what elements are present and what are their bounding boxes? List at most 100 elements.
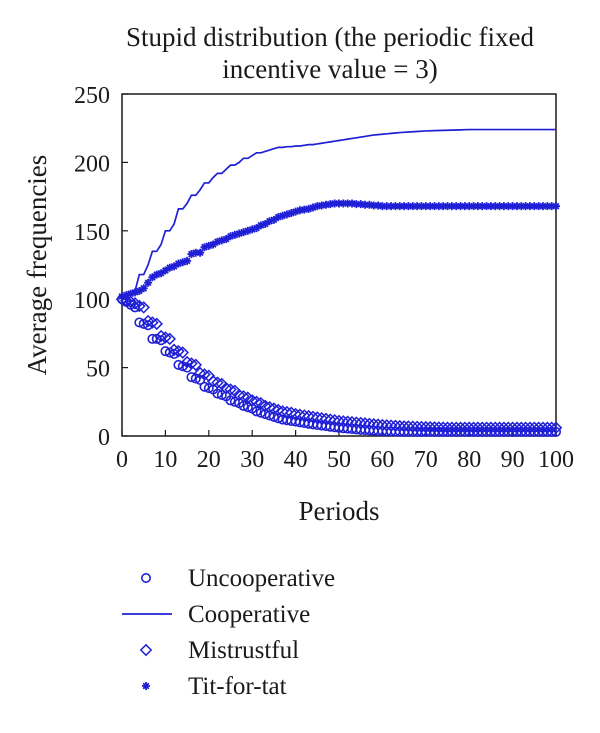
y-tick-label: 50: [86, 357, 110, 383]
data-point-tit-for-tat: [395, 202, 404, 211]
data-point-mistrustful: [324, 413, 337, 426]
data-point-tit-for-tat: [408, 202, 417, 211]
series-mistrustful: [115, 292, 563, 435]
data-point-tit-for-tat: [343, 199, 352, 208]
data-point-mistrustful: [367, 417, 380, 431]
y-tick-label: 200: [74, 151, 110, 177]
data-point-mistrustful: [471, 421, 485, 435]
data-point-tit-for-tat: [460, 202, 469, 211]
data-point-mistrustful: [167, 343, 181, 357]
data-point-tit-for-tat: [508, 202, 517, 211]
data-point-tit-for-tat: [447, 202, 456, 211]
legend-label: Cooperative: [188, 601, 310, 628]
data-point-mistrustful: [462, 421, 476, 435]
data-point-tit-for-tat: [269, 215, 278, 224]
data-point-mistrustful: [506, 421, 519, 435]
legend-swatch: [142, 682, 150, 690]
data-point-mistrustful: [467, 421, 480, 435]
legend-swatch: [139, 643, 153, 657]
data-point-tit-for-tat: [282, 210, 291, 219]
data-point-uncooperative: [229, 396, 240, 407]
data-point-tit-for-tat: [538, 202, 547, 211]
data-point-tit-for-tat: [356, 200, 365, 209]
data-point-tit-for-tat: [239, 228, 248, 237]
x-tick-label: 100: [538, 447, 574, 473]
data-point-mistrustful: [146, 316, 159, 329]
data-point-mistrustful: [219, 381, 233, 395]
legend-swatch: [141, 572, 152, 583]
data-point-tit-for-tat: [482, 202, 491, 211]
data-point-tit-for-tat: [495, 202, 504, 211]
data-point-mistrustful: [245, 394, 259, 407]
data-point-mistrustful: [267, 402, 281, 415]
data-point-mistrustful: [124, 295, 137, 309]
data-point-tit-for-tat: [486, 202, 495, 211]
data-point-tit-for-tat: [339, 199, 348, 208]
data-point-mistrustful: [280, 405, 294, 419]
data-point-tit-for-tat: [148, 273, 157, 282]
data-point-tit-for-tat: [552, 202, 560, 211]
data-point-tit-for-tat: [525, 202, 534, 211]
data-point-tit-for-tat: [126, 289, 135, 298]
data-point-tit-for-tat: [200, 243, 209, 252]
data-point-tit-for-tat: [196, 248, 205, 257]
data-point-tit-for-tat: [230, 230, 239, 239]
data-point-tit-for-tat: [469, 202, 478, 211]
data-point-tit-for-tat: [543, 202, 552, 211]
data-point-mistrustful: [371, 418, 385, 431]
data-point-tit-for-tat: [261, 219, 270, 228]
data-point-tit-for-tat: [378, 202, 387, 211]
legend-item-tit-for-tat: Tit-for-tat: [142, 673, 287, 700]
series-tit-for-tat: [118, 199, 560, 301]
data-point-mistrustful: [341, 415, 354, 429]
data-point-tit-for-tat: [291, 207, 300, 216]
data-point-tit-for-tat: [439, 202, 448, 211]
data-point-tit-for-tat: [465, 202, 474, 211]
data-point-tit-for-tat: [191, 248, 200, 257]
data-point-mistrustful: [358, 417, 372, 430]
plot-frame: [121, 93, 557, 437]
data-point-mistrustful: [298, 409, 311, 422]
data-point-uncooperative: [264, 410, 275, 421]
data-point-tit-for-tat: [287, 209, 296, 218]
series-layer: [115, 128, 563, 437]
data-point-uncooperative: [225, 395, 236, 406]
data-point-tit-for-tat: [265, 217, 274, 226]
data-point-tit-for-tat: [256, 221, 265, 230]
data-point-tit-for-tat: [295, 206, 304, 215]
data-point-mistrustful: [549, 421, 563, 435]
data-point-mistrustful: [432, 421, 446, 434]
data-point-tit-for-tat: [365, 200, 374, 209]
data-point-mistrustful: [319, 412, 333, 426]
data-point-mistrustful: [441, 421, 454, 435]
data-point-tit-for-tat: [122, 291, 131, 300]
data-point-mistrustful: [150, 317, 163, 331]
data-point-uncooperative: [203, 383, 214, 394]
data-point-tit-for-tat: [308, 203, 317, 212]
data-point-mistrustful: [302, 409, 315, 423]
data-point-tit-for-tat: [144, 278, 153, 287]
data-point-tit-for-tat: [152, 270, 161, 279]
data-point-mistrustful: [497, 421, 511, 435]
series-line-cooperative: [121, 128, 556, 300]
data-point-mistrustful: [250, 395, 263, 409]
data-point-tit-for-tat: [417, 202, 426, 211]
data-point-mistrustful: [384, 419, 398, 432]
legend-label: Uncooperative: [188, 565, 335, 592]
data-point-tit-for-tat: [530, 202, 539, 211]
y-tick-label: 150: [74, 220, 110, 246]
data-point-mistrustful: [163, 332, 177, 346]
data-point-tit-for-tat: [187, 250, 196, 259]
data-point-mistrustful: [206, 375, 220, 388]
data-point-mistrustful: [493, 421, 506, 435]
data-point-tit-for-tat: [326, 200, 335, 209]
data-point-uncooperative: [212, 388, 223, 399]
data-point-mistrustful: [180, 355, 194, 369]
data-point-tit-for-tat: [157, 269, 166, 278]
data-point-mistrustful: [154, 329, 168, 343]
data-point-mistrustful: [541, 421, 554, 435]
data-point-tit-for-tat: [330, 199, 339, 208]
y-tick-label: 100: [74, 288, 110, 314]
data-point-uncooperative: [216, 389, 227, 400]
